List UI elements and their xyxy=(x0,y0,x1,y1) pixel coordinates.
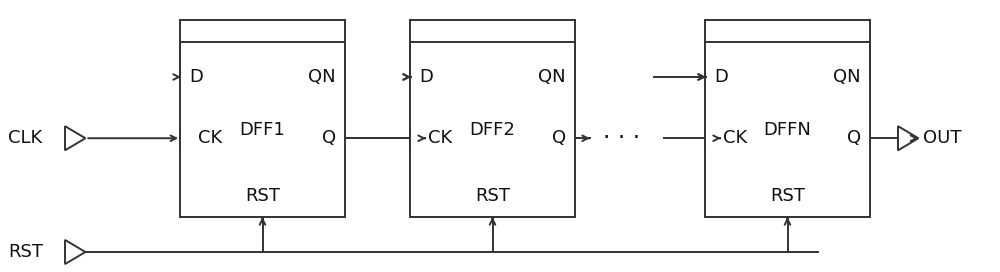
Text: CLK: CLK xyxy=(8,129,42,147)
Text: RST: RST xyxy=(770,187,805,205)
Text: QN: QN xyxy=(538,68,566,86)
Text: Q: Q xyxy=(847,129,861,147)
Text: DFFN: DFFN xyxy=(764,120,811,138)
Text: RST: RST xyxy=(245,187,280,205)
Text: OUT: OUT xyxy=(923,129,962,147)
Text: DFF1: DFF1 xyxy=(240,120,285,138)
Text: CK: CK xyxy=(198,129,222,147)
Text: · · ·: · · · xyxy=(603,126,641,150)
Text: RST: RST xyxy=(475,187,510,205)
Bar xyxy=(180,42,345,217)
Text: D: D xyxy=(419,68,433,86)
Text: DFF2: DFF2 xyxy=(470,120,515,138)
Text: CK: CK xyxy=(428,129,452,147)
Bar xyxy=(705,42,870,217)
Text: CK: CK xyxy=(723,129,747,147)
Text: QN: QN xyxy=(308,68,336,86)
Text: QN: QN xyxy=(833,68,861,86)
Text: RST: RST xyxy=(8,243,43,261)
Text: Q: Q xyxy=(552,129,566,147)
Text: D: D xyxy=(714,68,728,86)
Text: Q: Q xyxy=(322,129,336,147)
Bar xyxy=(410,42,575,217)
Text: D: D xyxy=(189,68,203,86)
